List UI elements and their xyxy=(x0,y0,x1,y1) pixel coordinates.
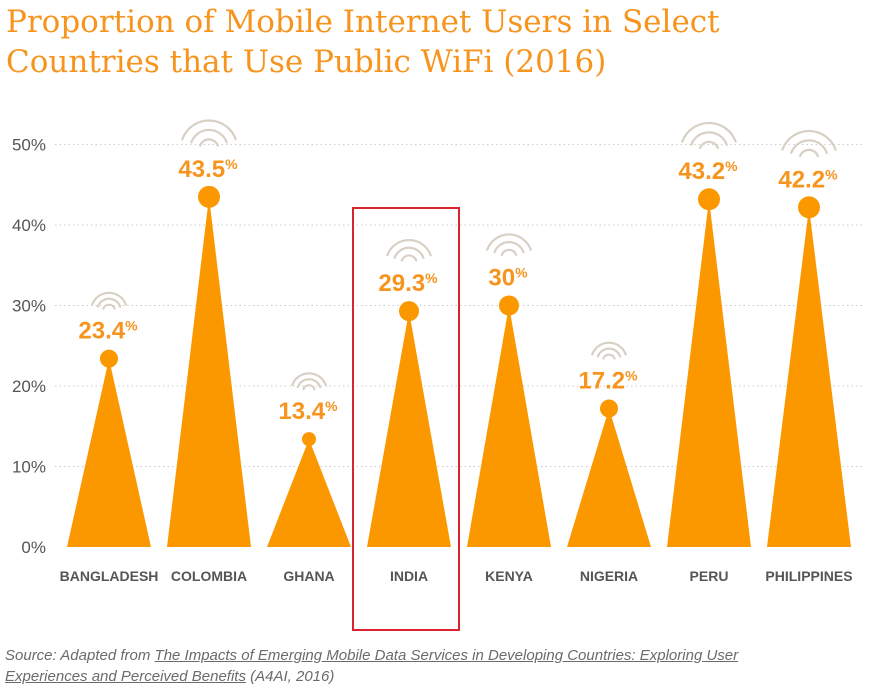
wifi-icon xyxy=(291,372,327,391)
chart-title-line-2: Countries that Use Public WiFi (2016) xyxy=(6,44,607,80)
y-tick-label: 0% xyxy=(21,538,46,557)
y-tick-label: 50% xyxy=(12,136,46,155)
data-label: 30% xyxy=(488,265,528,292)
highlight-layer xyxy=(352,207,460,631)
source-suffix: (A4AI, 2016) xyxy=(245,668,335,685)
source-prefix: Source: Adapted from xyxy=(5,647,155,664)
bar xyxy=(267,439,351,547)
data-label: 42.2% xyxy=(778,166,838,193)
bar xyxy=(767,207,851,548)
y-tick-label: 20% xyxy=(12,377,46,396)
bar xyxy=(667,199,751,548)
x-tick-label: BANGLADESH xyxy=(60,568,159,584)
bar-dot xyxy=(399,301,419,322)
y-tick-label: 10% xyxy=(12,458,46,477)
source-reference-line-1[interactable]: The Impacts of Emerging Mobile Data Serv… xyxy=(154,647,739,664)
bar-dot xyxy=(302,432,316,447)
bar-dot xyxy=(798,196,820,219)
bar xyxy=(367,311,451,547)
y-tick-label: 40% xyxy=(12,216,46,235)
x-tick-label: KENYA xyxy=(485,568,533,584)
x-tick-label: COLOMBIA xyxy=(171,568,247,584)
x-tick-label: PERU xyxy=(690,568,729,584)
bar xyxy=(567,408,651,547)
chart-title-line-1: Proportion of Mobile Internet Users in S… xyxy=(6,4,720,40)
data-label: 13.4% xyxy=(278,398,338,425)
bar xyxy=(467,305,551,547)
data-label: 29.3% xyxy=(378,270,438,297)
bar-dot xyxy=(698,188,720,211)
bar-dot xyxy=(600,399,618,418)
wifi-icon xyxy=(591,341,627,360)
bar-group: 23.4% xyxy=(67,291,151,547)
data-label: 43.5% xyxy=(178,156,238,183)
bar-group: 13.4% xyxy=(267,372,351,547)
x-tick-label: INDIA xyxy=(390,568,428,584)
bars: 23.4% 43.5% 13.4% 29.3% 30% 17.2% 43.2% 42.2% xyxy=(67,119,851,548)
bar-chart: 0% 10% 20% 30% 40% 50% 23.4% 43.5% 13.4% 29.3% 30… xyxy=(12,119,865,631)
wifi-icon xyxy=(91,291,127,310)
bar-group: 42.2% xyxy=(767,129,851,548)
bar-dot xyxy=(499,295,519,316)
bar-dot xyxy=(198,185,220,208)
bar-group: 30% xyxy=(467,233,551,547)
y-tick-label: 30% xyxy=(12,297,46,316)
bar xyxy=(167,196,251,547)
wifi-icon xyxy=(486,233,532,256)
source-reference-line-2[interactable]: Experiences and Perceived Benefits xyxy=(5,668,246,685)
x-tick-label: NIGERIA xyxy=(580,568,638,584)
bar-dot xyxy=(100,349,118,368)
x-tick-label: PHILIPPINES xyxy=(765,568,852,584)
bar-group: 43.5% xyxy=(167,119,251,547)
wifi-icon xyxy=(781,129,837,158)
bar xyxy=(67,358,151,547)
wifi-icon xyxy=(386,239,432,262)
data-label: 17.2% xyxy=(578,368,638,395)
x-tick-label: GHANA xyxy=(283,568,334,584)
source-note: Source: Adapted from The Impacts of Emer… xyxy=(5,645,875,687)
x-axis: BANGLADESH COLOMBIA GHANA INDIA KENYA NIGERIA… xyxy=(60,568,853,584)
bar-group: 43.2% xyxy=(667,121,751,548)
bar-group: 29.3% xyxy=(367,239,451,547)
chart-title: Proportion of Mobile Internet Users in S… xyxy=(6,2,866,82)
highlight-box xyxy=(352,207,460,631)
data-label: 23.4% xyxy=(78,318,138,345)
y-axis: 0% 10% 20% 30% 40% 50% xyxy=(12,136,46,558)
data-label: 43.2% xyxy=(678,158,738,185)
wifi-icon xyxy=(681,121,737,150)
wifi-icon xyxy=(181,119,237,147)
bar-group: 17.2% xyxy=(567,341,651,547)
